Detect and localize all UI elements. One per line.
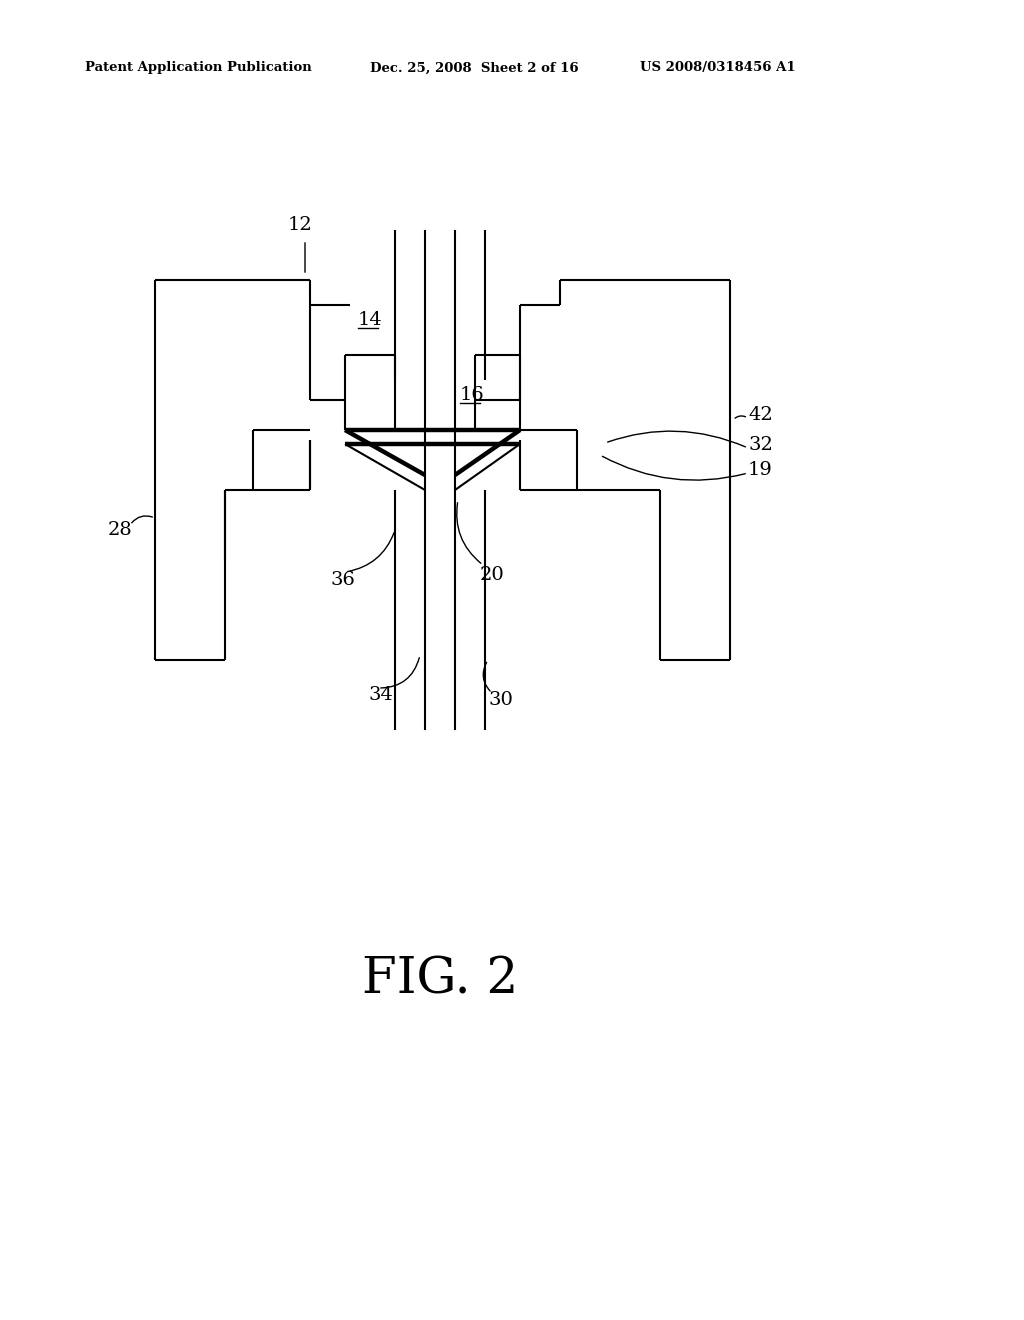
Text: 12: 12 (288, 216, 312, 234)
Text: 42: 42 (748, 407, 773, 424)
Text: 30: 30 (488, 690, 513, 709)
Text: FIG. 2: FIG. 2 (361, 956, 518, 1005)
Text: Patent Application Publication: Patent Application Publication (85, 62, 311, 74)
Text: 16: 16 (460, 385, 484, 404)
Text: 36: 36 (330, 572, 355, 589)
Text: 20: 20 (480, 566, 505, 583)
Text: 34: 34 (368, 686, 393, 704)
Text: 14: 14 (358, 312, 383, 329)
Text: Dec. 25, 2008  Sheet 2 of 16: Dec. 25, 2008 Sheet 2 of 16 (370, 62, 579, 74)
Text: 19: 19 (748, 461, 773, 479)
Text: 28: 28 (108, 521, 133, 539)
Text: US 2008/0318456 A1: US 2008/0318456 A1 (640, 62, 796, 74)
Text: 32: 32 (748, 436, 773, 454)
